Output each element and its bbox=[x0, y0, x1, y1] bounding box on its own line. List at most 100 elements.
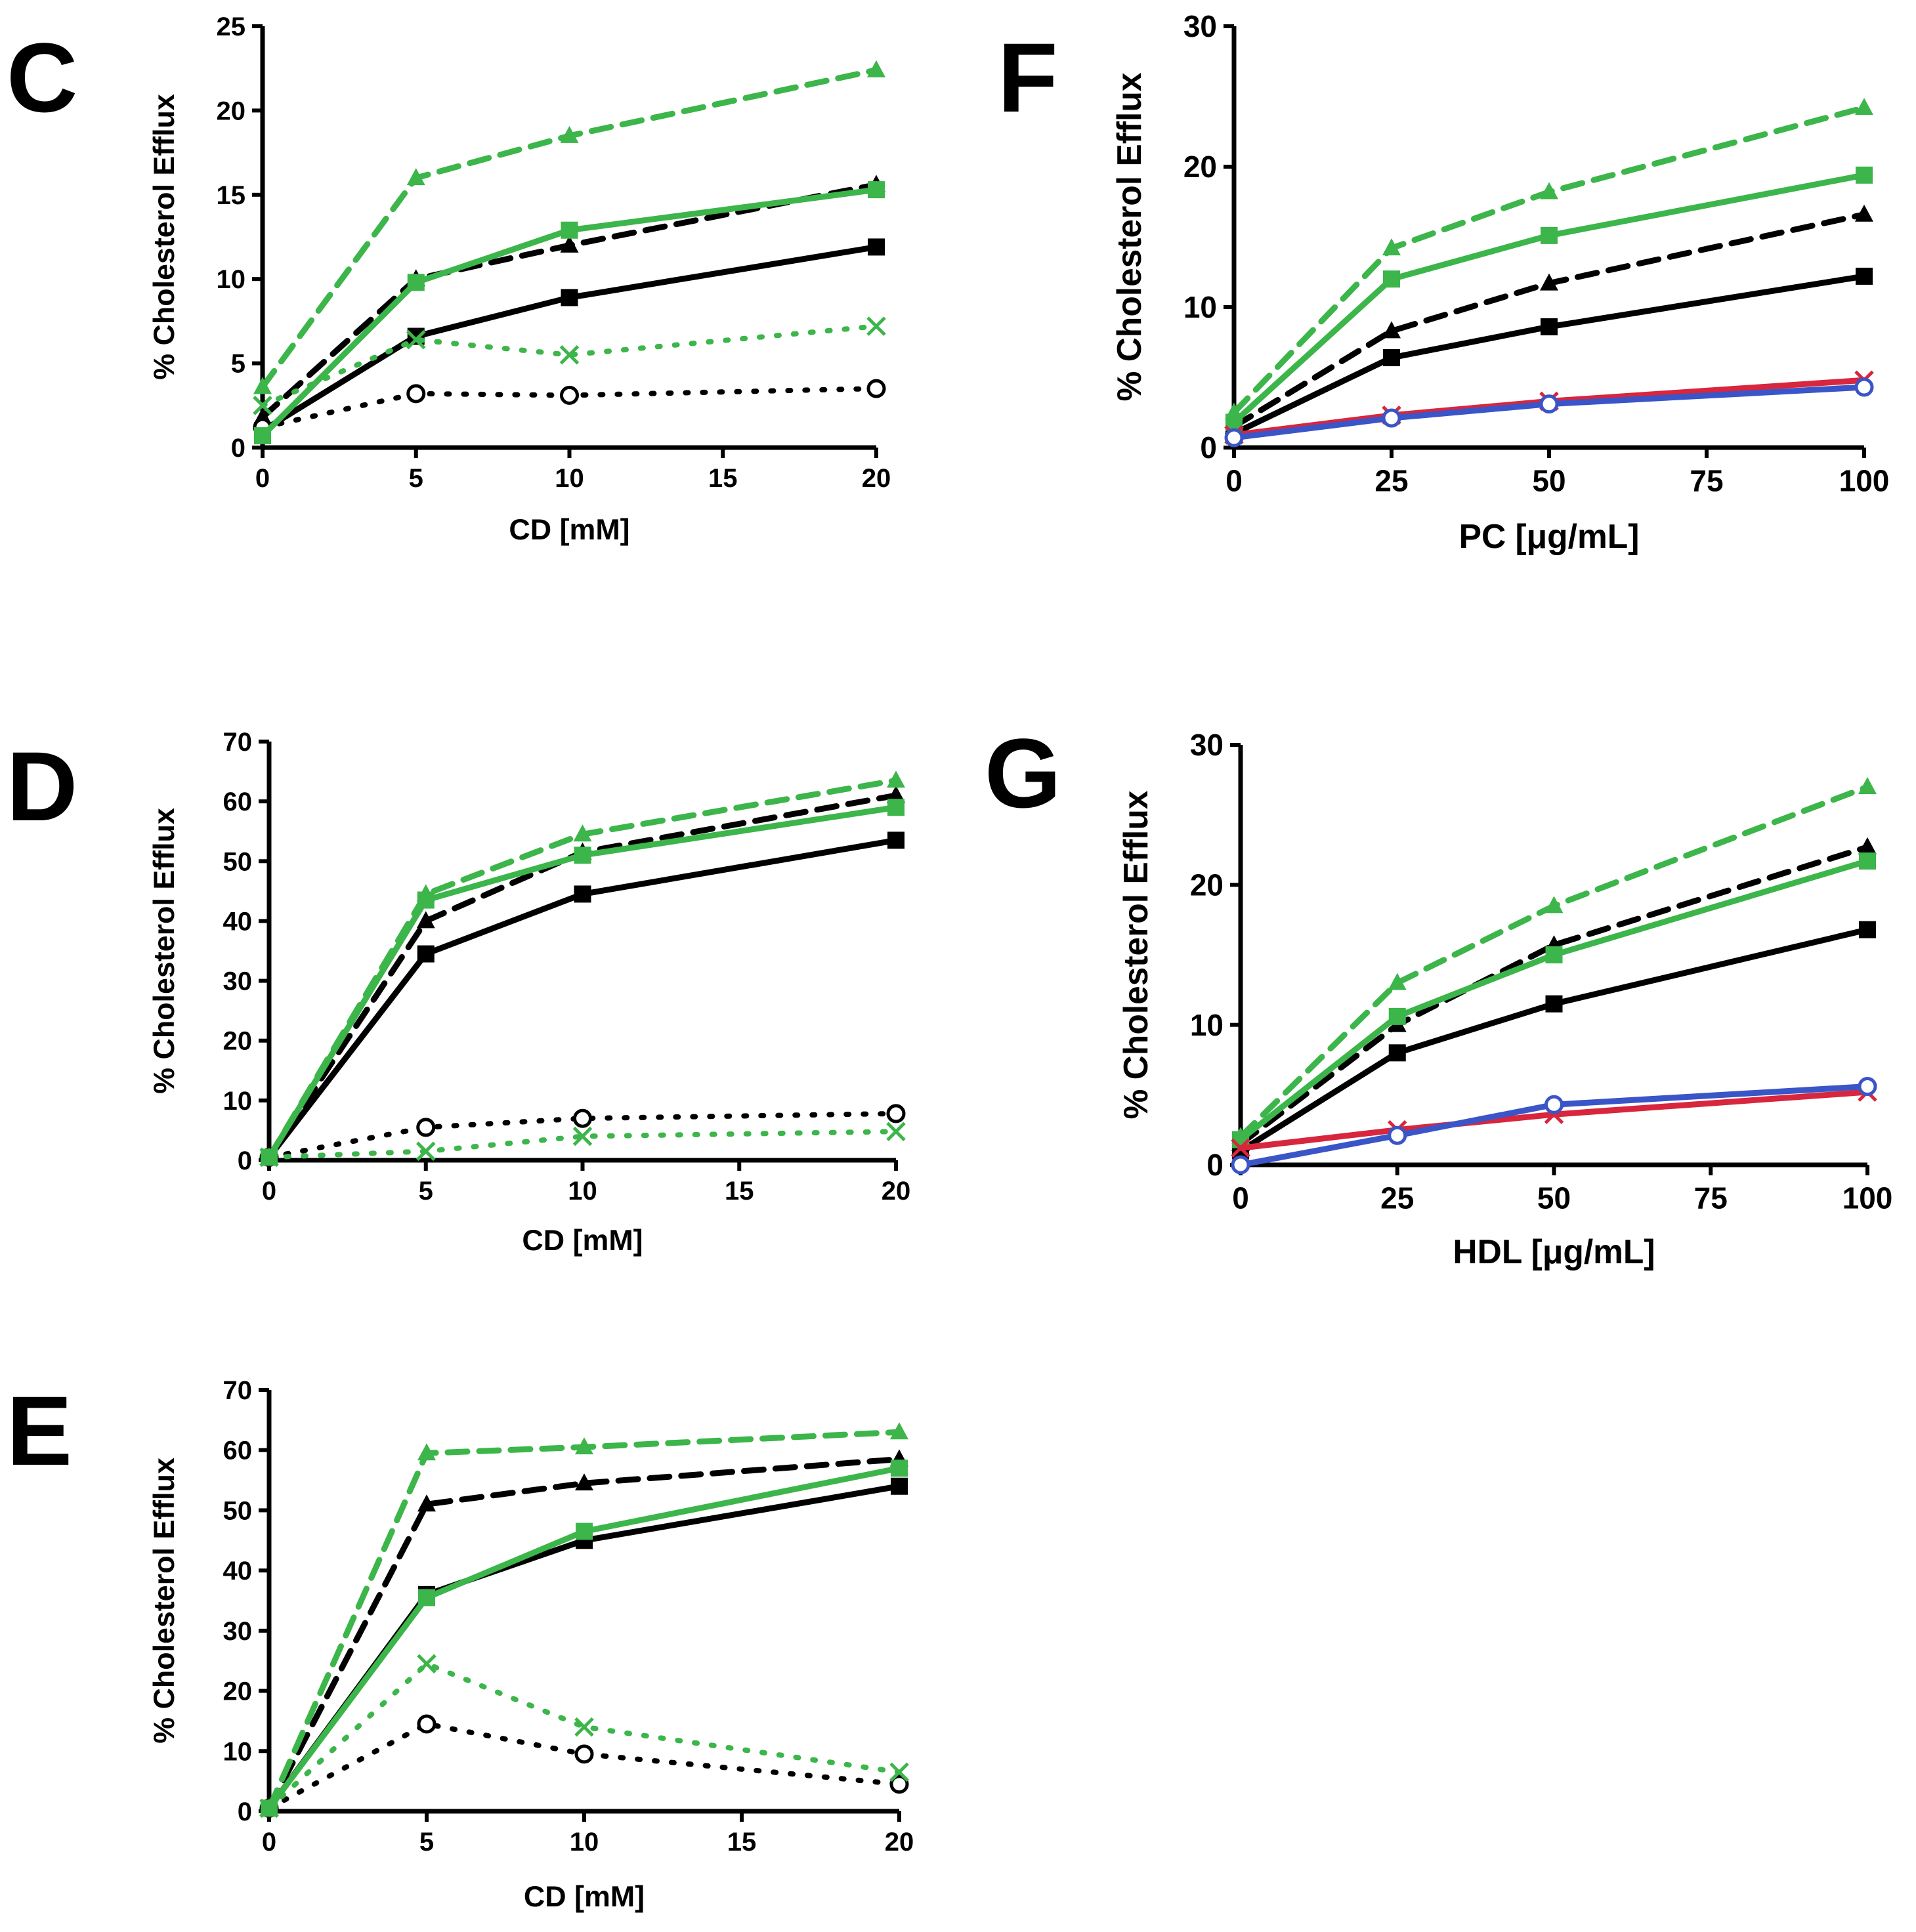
x-tick-label: 25 bbox=[1374, 464, 1408, 498]
y-tick-label: 15 bbox=[217, 181, 246, 210]
series-line bbox=[266, 792, 899, 1160]
series-line bbox=[1231, 384, 1867, 441]
data-point-cross bbox=[259, 1798, 279, 1818]
series-line bbox=[1231, 211, 1867, 430]
series-line bbox=[1237, 1083, 1871, 1168]
data-point-triangle bbox=[867, 60, 885, 77]
data-point-circle bbox=[560, 385, 579, 405]
data-point-triangle bbox=[1540, 182, 1558, 200]
data-point-triangle bbox=[890, 1422, 908, 1440]
y-axis-title: % Cholesterol Efflux bbox=[1117, 790, 1155, 1119]
x-tick-label: 10 bbox=[555, 464, 584, 493]
y-tick-label: 70 bbox=[223, 728, 253, 757]
data-point-cross bbox=[572, 1126, 593, 1146]
series-line bbox=[266, 1465, 903, 1811]
data-point-cross bbox=[886, 1122, 906, 1142]
data-point-square bbox=[1541, 318, 1558, 335]
data-point-triangle bbox=[1231, 1127, 1250, 1144]
data-point-circle bbox=[416, 1118, 436, 1137]
series-line bbox=[266, 777, 899, 1160]
y-tick-label: 30 bbox=[223, 1617, 253, 1646]
data-point-square bbox=[1859, 921, 1876, 938]
data-point-circle bbox=[1858, 1077, 1877, 1097]
data-point-cross bbox=[574, 1717, 594, 1737]
panel-letter: G bbox=[985, 718, 1061, 828]
data-point-cross bbox=[866, 316, 886, 336]
x-axis-title: CD [mM] bbox=[524, 1880, 645, 1913]
x-tick-label: 50 bbox=[1532, 464, 1565, 498]
panel-f: F 0 10 20 30 0 25 50 75 100 PC [μg/mL] % Cholester… bbox=[998, 9, 1889, 555]
y-tick-label: 50 bbox=[223, 847, 253, 876]
x-tick-label: 15 bbox=[708, 464, 738, 493]
data-point-triangle bbox=[887, 786, 905, 803]
x-tick-label: 50 bbox=[1537, 1181, 1571, 1215]
y-tick-label: 20 bbox=[1190, 868, 1224, 902]
y-tick-label: 0 bbox=[238, 1797, 252, 1826]
panel-letter: C bbox=[7, 22, 77, 133]
data-point-circle bbox=[1539, 394, 1559, 414]
data-point-circle bbox=[1388, 1125, 1407, 1145]
data-point-square bbox=[1383, 349, 1400, 367]
x-tick-label: 20 bbox=[862, 464, 891, 493]
series-line bbox=[266, 1429, 903, 1811]
panel-letter: D bbox=[7, 731, 77, 841]
y-tick-label: 10 bbox=[217, 265, 246, 294]
x-tick-label: 75 bbox=[1694, 1181, 1728, 1215]
data-point-square bbox=[561, 221, 578, 239]
x-tick-label: 0 bbox=[262, 1828, 276, 1857]
data-point-triangle bbox=[1225, 402, 1243, 420]
y-tick-label: 20 bbox=[1183, 150, 1217, 184]
data-point-triangle bbox=[417, 1494, 436, 1512]
data-point-square bbox=[574, 885, 591, 903]
series-line bbox=[259, 243, 880, 434]
series-line bbox=[260, 324, 879, 408]
x-tick-label: 15 bbox=[727, 1828, 757, 1857]
data-point-cross bbox=[406, 329, 426, 350]
data-point-circle bbox=[1544, 1095, 1564, 1114]
data-point-circle bbox=[1382, 408, 1401, 428]
x-axis-title: HDL [μg/mL] bbox=[1453, 1232, 1655, 1270]
y-tick-label: 40 bbox=[223, 907, 253, 936]
data-point-triangle bbox=[1382, 238, 1401, 256]
series-line bbox=[266, 837, 899, 1160]
y-tick-label: 60 bbox=[223, 788, 253, 816]
y-tick-label: 5 bbox=[231, 350, 245, 379]
data-point-square bbox=[1859, 852, 1876, 870]
data-point-triangle bbox=[560, 125, 579, 143]
data-point-triangle bbox=[1858, 837, 1877, 854]
series-line bbox=[1231, 273, 1867, 437]
x-tick-label: 0 bbox=[262, 1177, 276, 1206]
y-tick-label: 70 bbox=[223, 1376, 253, 1405]
y-tick-label: 0 bbox=[1200, 430, 1217, 465]
data-point-square bbox=[891, 1477, 908, 1495]
data-point-triangle bbox=[417, 1443, 436, 1461]
series-line bbox=[1237, 784, 1871, 1140]
data-point-triangle bbox=[1544, 896, 1564, 914]
data-point-circle bbox=[574, 1744, 594, 1764]
data-point-square bbox=[418, 1589, 435, 1606]
data-point-triangle bbox=[1855, 98, 1873, 116]
data-point-circle bbox=[886, 1104, 906, 1124]
data-point-circle bbox=[1231, 1155, 1250, 1175]
data-point-square bbox=[1383, 270, 1400, 288]
data-point-square bbox=[1388, 1044, 1406, 1062]
y-tick-label: 20 bbox=[217, 96, 246, 125]
data-point-square bbox=[887, 831, 905, 849]
series-line bbox=[259, 186, 880, 439]
x-tick-label: 5 bbox=[409, 464, 423, 493]
panel-letter: F bbox=[998, 22, 1058, 133]
y-axis-title: % Cholesterol Efflux bbox=[148, 808, 181, 1094]
data-point-square bbox=[1856, 166, 1873, 184]
x-tick-label: 5 bbox=[419, 1177, 433, 1206]
y-tick-label: 25 bbox=[217, 12, 246, 41]
panel-e: E 0 10 20 30 40 50 60 70 0 5 10 15 20 CD [mM] % Choles… bbox=[7, 1376, 914, 1913]
data-point-circle bbox=[889, 1774, 909, 1794]
data-point-circle bbox=[1224, 428, 1244, 448]
data-point-square bbox=[1388, 1007, 1406, 1025]
series-line bbox=[259, 67, 880, 390]
x-tick-label: 5 bbox=[419, 1828, 434, 1857]
data-point-circle bbox=[417, 1714, 436, 1734]
data-point-triangle bbox=[1382, 321, 1401, 339]
x-tick-label: 15 bbox=[725, 1177, 754, 1206]
x-tick-label: 100 bbox=[1839, 464, 1890, 498]
